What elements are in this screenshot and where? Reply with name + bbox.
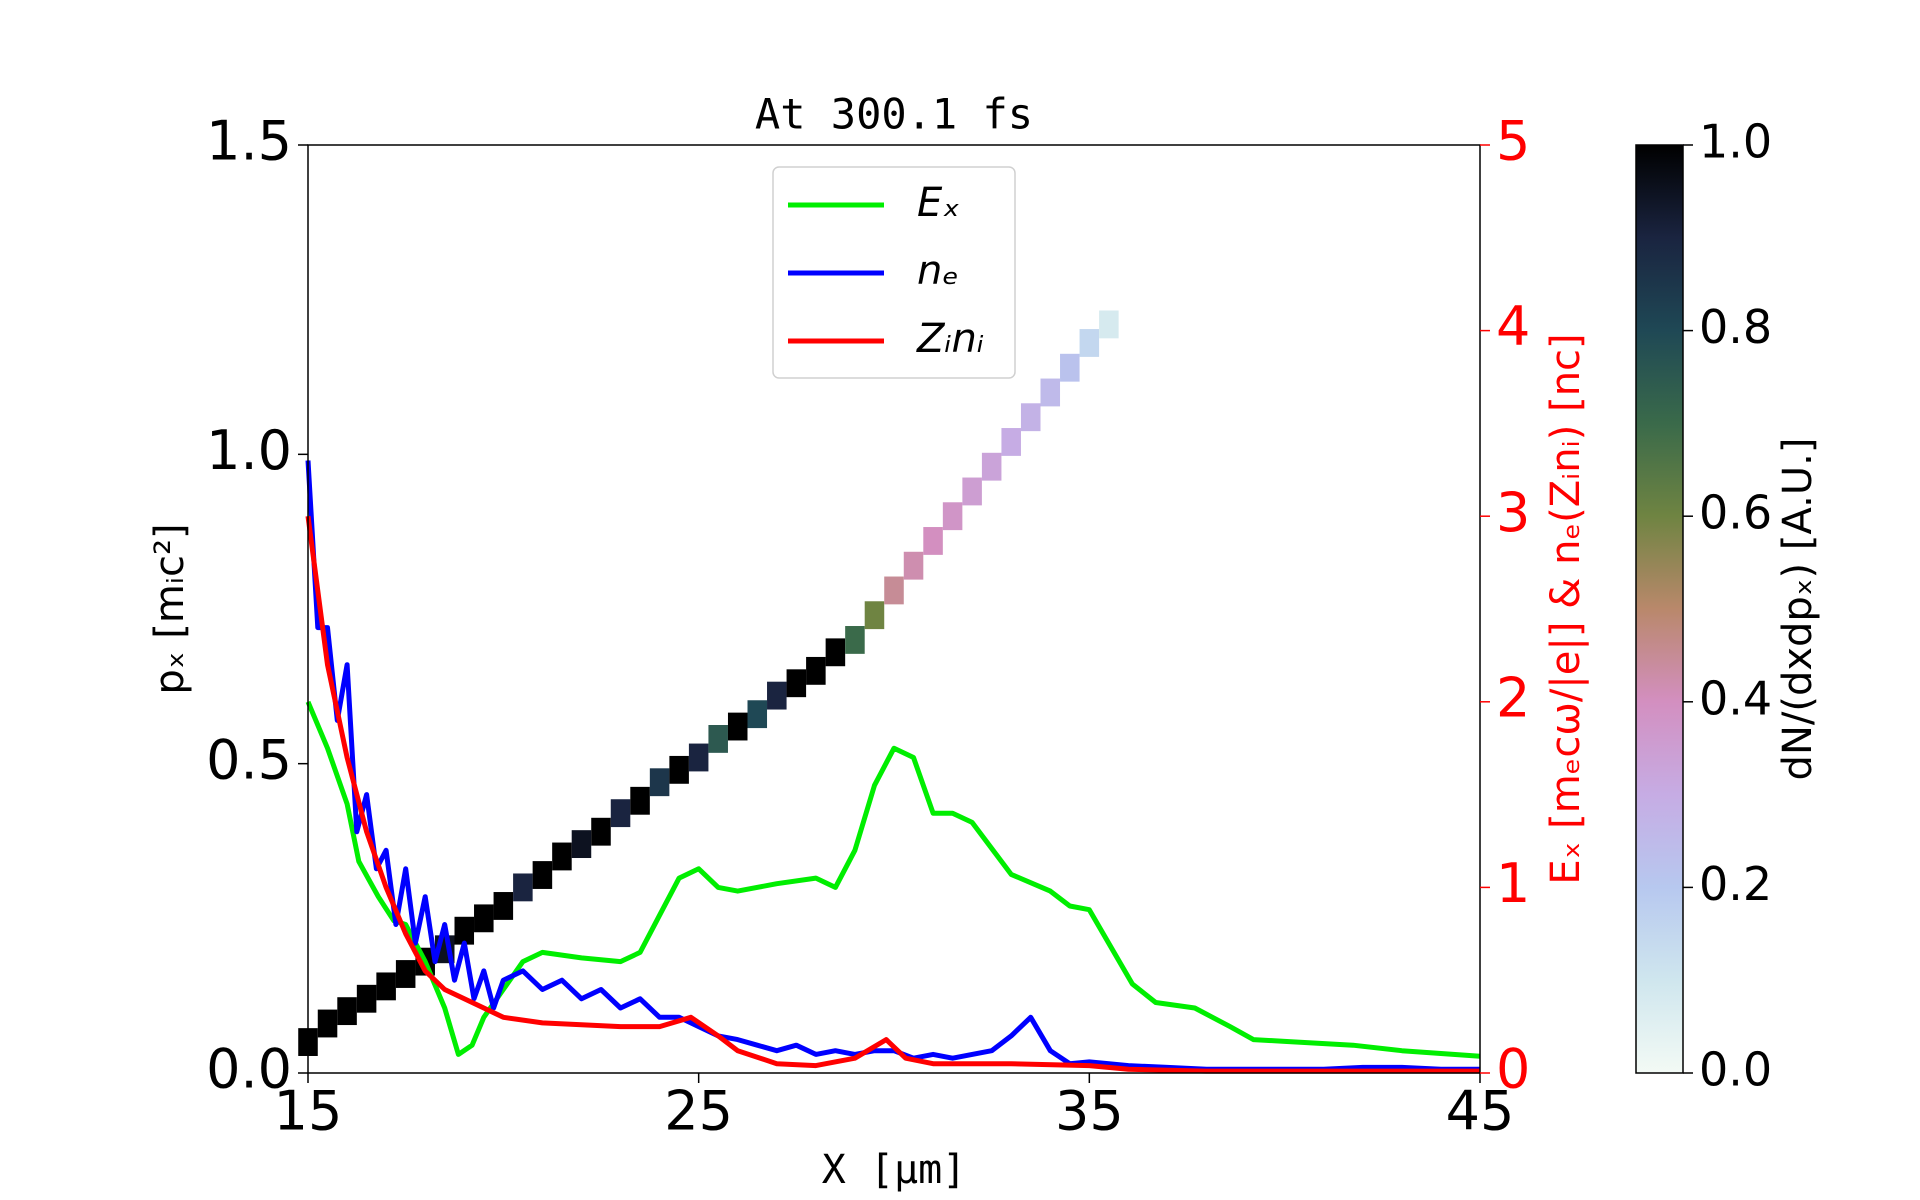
colorbar: [1635, 144, 1684, 1074]
y2-tick-label: 4: [1496, 295, 1530, 358]
heatmap-cell: [356, 984, 377, 1013]
colorbar-tick-label: 0.8: [1699, 300, 1772, 354]
heatmap-cell: [571, 830, 592, 859]
heatmap-cell: [767, 681, 787, 710]
heatmap-cell: [962, 477, 982, 506]
plot-frame: [307, 144, 1481, 1074]
heatmap-cell: [1099, 310, 1119, 339]
legend-label: Eₓ: [917, 180, 960, 226]
y2-axis-label: Eₓ [mₑcω/|e|] & nₑ(Zᵢnᵢ) [nc]: [1543, 333, 1589, 884]
heatmap-cell: [591, 817, 611, 846]
heatmap-cell: [1001, 428, 1021, 456]
x-tick-label: 45: [1446, 1080, 1515, 1143]
x-tick-label: 25: [664, 1080, 733, 1143]
heatmap-cell: [630, 786, 650, 815]
y2-tick-label: 5: [1496, 110, 1530, 173]
heatmap-cell: [845, 626, 865, 654]
heatmap-cell: [552, 842, 572, 871]
heatmap-cell: [513, 873, 533, 902]
data-line: [305, 700, 1481, 1059]
heatmap-cell: [981, 452, 1002, 481]
heatmap-cell: [903, 551, 924, 580]
heatmap-cell: [727, 712, 748, 741]
heatmap-cell: [610, 799, 631, 828]
heatmap-cell: [317, 1009, 338, 1038]
heatmap-cell: [884, 576, 904, 605]
y2-tick-label: 3: [1496, 481, 1530, 544]
y2-tick-label: 1: [1496, 852, 1530, 915]
legend-box: [772, 166, 1016, 379]
data-line: [305, 515, 1480, 1074]
heatmap-cell: [493, 892, 514, 920]
heatmap-cell: [942, 502, 963, 531]
heatmap-cell: [669, 755, 689, 784]
heatmap-cell: [649, 768, 670, 797]
chart-title: At 300.1 fs: [755, 90, 1033, 139]
y2-tick-label: 0: [1496, 1038, 1530, 1101]
y2-tick-label: 2: [1496, 666, 1530, 729]
heatmap-cell: [864, 601, 885, 630]
heatmap-cell: [747, 700, 768, 729]
heatmap-cell: [1079, 329, 1100, 357]
heatmap-cell: [923, 527, 943, 555]
colorbar-tick-label: 1.0: [1699, 115, 1772, 169]
heatmap-cell: [454, 916, 475, 945]
heatmap-cell: [474, 904, 494, 933]
heatmap-cell: [786, 669, 807, 698]
x-axis-label: X [μm]: [822, 1147, 967, 1193]
heatmap-cell: [688, 743, 709, 772]
y-axis-label: pₓ [mᵢc²]: [147, 523, 193, 694]
heatmap-cell: [1040, 378, 1061, 407]
colorbar-tick-label: 0.6: [1699, 486, 1772, 540]
x-tick-label: 15: [274, 1080, 343, 1143]
heatmap-cell: [1020, 403, 1041, 432]
colorbar-tick-label: 0.2: [1699, 857, 1772, 911]
y-tick-label: 0.0: [206, 1038, 292, 1101]
legend-label: Zᵢnᵢ: [916, 316, 984, 362]
heatmap-cell: [337, 997, 357, 1026]
heatmap-cell: [806, 656, 826, 685]
data-line: [305, 460, 1480, 1072]
x-tick-label: 35: [1055, 1080, 1124, 1143]
heatmap-cell: [708, 725, 728, 753]
y-tick-label: 0.5: [206, 728, 292, 791]
heatmap-cell: [395, 960, 416, 988]
y-tick-label: 1.5: [206, 110, 292, 173]
legend-label: nₑ: [917, 248, 959, 294]
y-tick-label: 1.0: [206, 419, 292, 482]
heatmap-cell: [376, 972, 396, 1001]
legend: Eₓ nₑ Zᵢnᵢ: [772, 166, 1016, 379]
colorbar-tick-label: 0.4: [1699, 671, 1772, 725]
heatmap-cell: [1060, 353, 1080, 382]
heatmap-cell: [825, 638, 846, 667]
colorbar-tick-label: 0.0: [1699, 1043, 1772, 1097]
colorbar-label: dN/(dxdpₓ) [A.U.]: [1775, 438, 1821, 781]
heatmap-cell: [532, 861, 553, 889]
